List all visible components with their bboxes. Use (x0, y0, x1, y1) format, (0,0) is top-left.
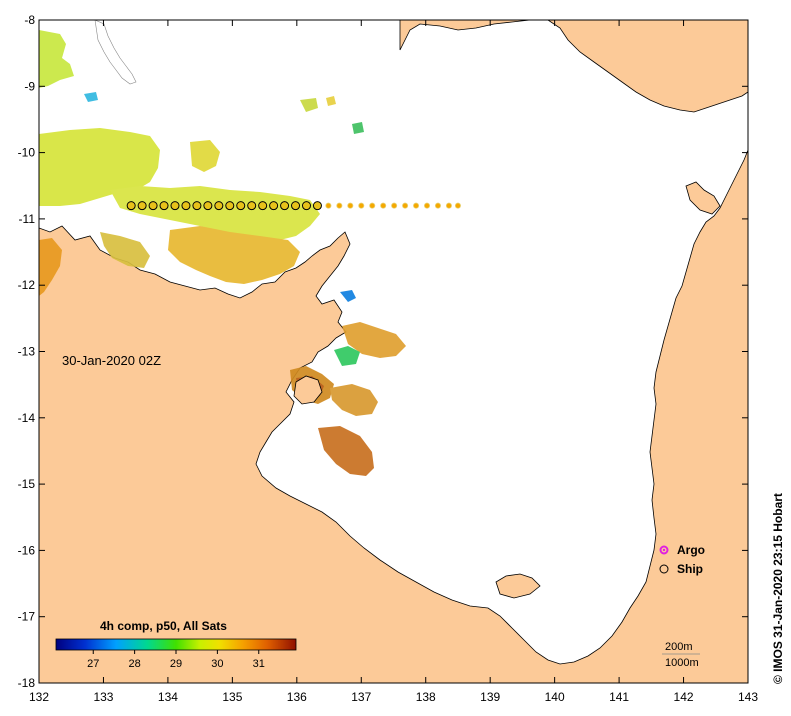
land-papua-new-guinea (399, 20, 748, 113)
ship-point (347, 202, 354, 209)
land-groote-area (293, 375, 323, 405)
land-island-east (685, 181, 721, 215)
y-tick-label: -12 (18, 278, 36, 292)
ship-point (291, 201, 301, 211)
marker-legend: Argo Ship (659, 543, 705, 576)
ship-point (269, 201, 279, 211)
y-tick-label: -13 (18, 345, 36, 359)
ship-point (258, 201, 268, 211)
x-tick-label: 135 (222, 690, 242, 704)
y-tick-label: -14 (18, 411, 36, 425)
y-tick-label: -16 (18, 543, 36, 557)
colorbar-tick-label: 29 (170, 658, 182, 670)
colorbar-tick-label: 27 (87, 658, 99, 670)
ship-point (434, 202, 441, 209)
ship-label: Ship (677, 562, 703, 576)
contour-1000-label: 1000m (665, 657, 699, 669)
contour-legend: 200m 1000m (662, 641, 700, 669)
ship-point (170, 201, 180, 211)
x-tick-label: 136 (287, 690, 307, 704)
land-northwest (94, 20, 137, 85)
land-island-southeast (495, 573, 541, 599)
colorbar: 4h comp, p50, All Sats 27 28 29 30 31 (55, 619, 297, 670)
argo-marker-icon (659, 545, 669, 555)
y-tick-label: -11 (19, 212, 36, 226)
x-axis: 132 133 134 135 136 137 138 139 140 141 142 143 (29, 20, 758, 704)
ship-point (225, 201, 235, 211)
y-tick-label: -15 (18, 477, 36, 491)
ship-point (358, 202, 365, 209)
ship-point (236, 201, 246, 211)
x-tick-label: 143 (738, 690, 758, 704)
ship-track (126, 201, 461, 211)
ship-point (301, 201, 311, 211)
x-tick-label: 133 (93, 690, 113, 704)
ship-point (137, 201, 147, 211)
ship-point (192, 201, 202, 211)
colorbar-tick-label: 31 (253, 658, 265, 670)
y-tick-label: -9 (24, 79, 35, 93)
x-tick-label: 140 (545, 690, 565, 704)
date-label: 30-Jan-2020 02Z (62, 353, 161, 368)
x-tick-label: 137 (351, 690, 371, 704)
colorbar-gradient (55, 638, 297, 651)
ship-point (247, 201, 257, 211)
ship-point (424, 202, 431, 209)
x-tick-label: 142 (674, 690, 694, 704)
ship-point (402, 202, 409, 209)
ship-point (181, 201, 191, 211)
ship-point (413, 202, 420, 209)
x-tick-label: 138 (416, 690, 436, 704)
ship-point (214, 201, 224, 211)
ship-point (159, 201, 169, 211)
colorbar-title: 4h comp, p50, All Sats (100, 619, 227, 633)
x-tick-label: 134 (158, 690, 178, 704)
y-tick-label: -17 (18, 610, 36, 624)
ship-point (148, 201, 158, 211)
ship-point (369, 202, 376, 209)
ship-point (445, 202, 452, 209)
y-tick-label: -18 (18, 676, 36, 690)
x-tick-label: 141 (609, 690, 629, 704)
argo-label: Argo (677, 543, 705, 557)
colorbar-tick-label: 30 (211, 658, 223, 670)
ship-point (126, 201, 136, 211)
ship-point (380, 202, 387, 209)
ship-point (312, 201, 322, 211)
ship-point (280, 201, 290, 211)
contour-200-label: 200m (665, 641, 693, 653)
ship-point (391, 202, 398, 209)
x-tick-label: 132 (29, 690, 49, 704)
y-tick-label: -10 (18, 146, 36, 160)
credit-label: © IMOS 31-Jan-2020 23:15 Hobart (771, 493, 785, 684)
ship-point (336, 202, 343, 209)
land-northern-territory (39, 149, 748, 683)
colorbar-ticks: 27 28 29 30 31 (87, 650, 265, 670)
colorbar-tick-label: 28 (128, 658, 140, 670)
ship-point (325, 202, 332, 209)
ship-point (454, 202, 461, 209)
y-axis: -8 -9 -10 -11 -12 -13 -14 -15 -16 -17 -18 (18, 13, 748, 690)
ship-point (203, 201, 213, 211)
ship-marker-icon (659, 564, 669, 574)
y-tick-label: -8 (24, 13, 35, 27)
x-tick-label: 139 (480, 690, 500, 704)
